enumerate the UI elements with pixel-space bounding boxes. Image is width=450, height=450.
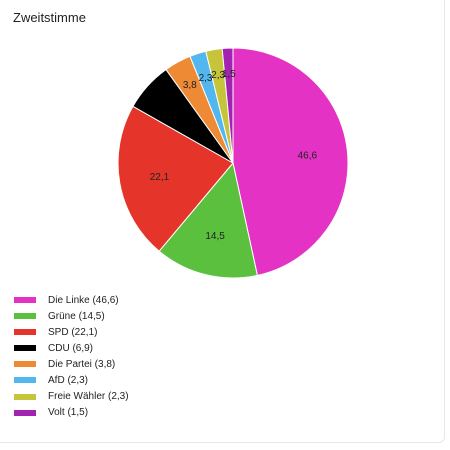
slice-label-freie-wähler: 2,3: [211, 70, 225, 81]
legend-swatch: [14, 329, 36, 336]
legend-swatch: [14, 297, 36, 303]
legend-swatch: [14, 313, 36, 320]
legend: Die Linke (46,6) Grüne (14,5) SPD (22,1) CD…: [14, 292, 129, 421]
legend-item[interactable]: Die Linke (46,6): [14, 292, 129, 308]
pie-slice-spd: [117, 105, 234, 252]
legend-item[interactable]: Grüne (14,5): [14, 308, 129, 324]
legend-item[interactable]: Volt (1,5): [14, 405, 129, 421]
legend-label: Freie Wähler (2,3): [48, 391, 129, 403]
legend-item[interactable]: Freie Wähler (2,3): [14, 389, 129, 405]
chart-title: Zweitstimme: [13, 10, 86, 25]
slice-label-spd: 22,1: [150, 172, 170, 183]
slice-label-die-partei: 3,8: [183, 80, 197, 91]
legend-label: Die Linke (46,6): [48, 294, 119, 306]
chart-card: Zweitstimme 46,6 14,5 22,1 3,8 2,3 2,3 1,5 Die…: [0, 0, 445, 443]
pie-chart: 46,614,522,13,82,32,31,5: [117, 47, 349, 279]
slice-label-grüne: 14,5: [205, 231, 225, 242]
pie-slice-volt: [221, 47, 234, 164]
legend-item[interactable]: CDU (6,9): [14, 340, 129, 356]
legend-swatch: [14, 393, 36, 400]
legend-item[interactable]: Die Partei (3,8): [14, 356, 129, 372]
legend-label: Die Partei (3,8): [48, 358, 116, 370]
slice-label-die-linke: 46,6: [298, 151, 318, 162]
legend-label: Volt (1,5): [48, 407, 89, 419]
legend-label: Grüne (14,5): [48, 310, 105, 322]
slice-label-afd: 2,3: [199, 73, 213, 84]
legend-label: AfD (2,3): [48, 374, 89, 386]
pie-slice-die-linke: [232, 47, 349, 276]
slice-label-volt: 1,5: [222, 69, 236, 80]
pie-slice-grüne: [158, 161, 258, 279]
legend-label: SPD (22,1): [48, 326, 98, 338]
legend-item[interactable]: SPD (22,1): [14, 324, 129, 340]
legend-item[interactable]: AfD (2,3): [14, 372, 129, 388]
legend-swatch: [14, 345, 36, 352]
pie-slices: [117, 47, 349, 279]
legend-swatch: [14, 409, 36, 416]
legend-swatch: [14, 361, 36, 368]
legend-label: CDU (6,9): [48, 342, 94, 354]
pie-labels: 46,614,522,13,82,32,31,5: [150, 69, 318, 242]
legend-swatch: [14, 377, 36, 384]
